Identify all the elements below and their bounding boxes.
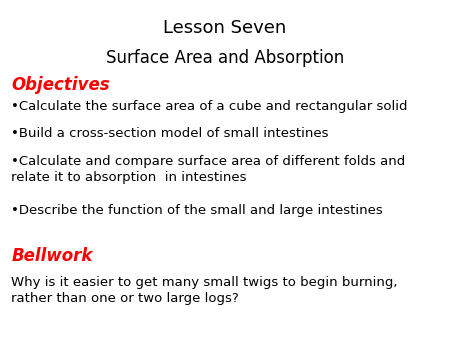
Text: Why is it easier to get many small twigs to begin burning,
rather than one or tw: Why is it easier to get many small twigs… — [11, 276, 398, 305]
Text: Objectives: Objectives — [11, 76, 110, 94]
Text: Surface Area and Absorption: Surface Area and Absorption — [106, 49, 344, 67]
Text: •Calculate the surface area of a cube and rectangular solid: •Calculate the surface area of a cube an… — [11, 100, 408, 113]
Text: •Describe the function of the small and large intestines: •Describe the function of the small and … — [11, 204, 383, 217]
Text: •Calculate and compare surface area of different folds and
relate it to absorpti: •Calculate and compare surface area of d… — [11, 155, 405, 184]
Text: Bellwork: Bellwork — [11, 247, 93, 265]
Text: Lesson Seven: Lesson Seven — [163, 19, 287, 37]
Text: •Build a cross-section model of small intestines: •Build a cross-section model of small in… — [11, 127, 329, 140]
